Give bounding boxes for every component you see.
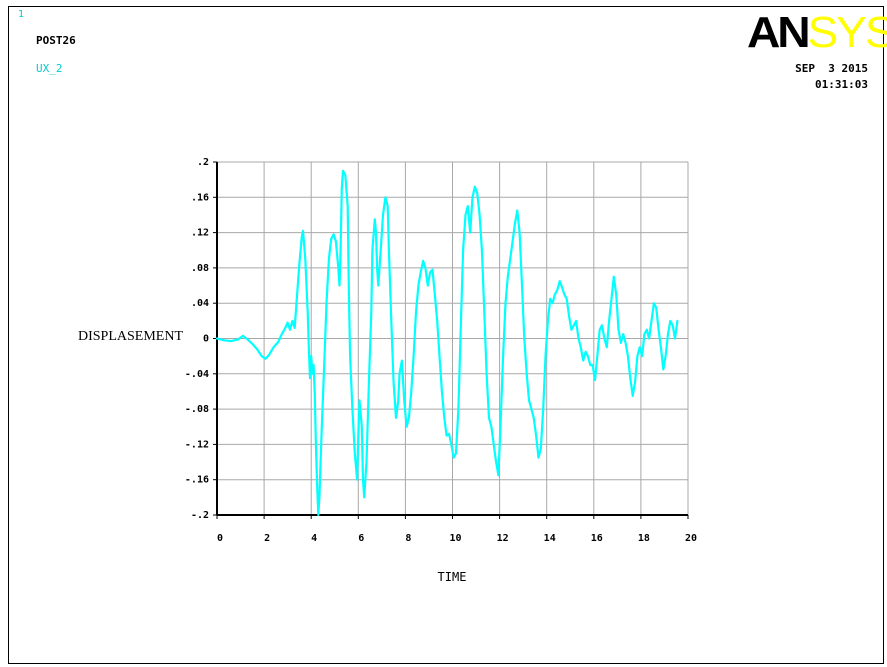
y-tick-label: -.08 [185, 404, 209, 415]
date-label: SEP 3 2015 [795, 62, 868, 75]
y-tick-label: 0 [203, 334, 209, 345]
chart-tick-labels: 0 2 4 6 8 10 12 14 16 18 20 .2 .16 .12 .08 .04 0 -.04 -.08… [185, 157, 697, 544]
x-tick-label: 12 [497, 533, 509, 544]
variable-label: UX_2 [36, 62, 63, 75]
time-label: 01:31:03 [815, 78, 868, 91]
graphics-window: 1 POST26 UX_2 ANSYS SEP 3 2015 01:31:03 [8, 6, 887, 664]
window-number: 1 [18, 9, 25, 20]
x-tick-label: 20 [685, 533, 697, 544]
ansys-logo: ANSYS [747, 11, 887, 55]
y-tick-label: .16 [191, 192, 209, 203]
y-tick-label: -.2 [191, 510, 209, 521]
x-tick-label: 8 [405, 533, 411, 544]
y-tick-label: .2 [197, 157, 209, 168]
post-processor-label: POST26 [36, 34, 76, 47]
chart-grid [217, 161, 689, 515]
series-line-displacement [215, 169, 679, 517]
y-tick-label: .04 [191, 298, 209, 309]
x-tick-label: 2 [264, 533, 270, 544]
x-tick-label: 14 [544, 533, 556, 544]
logo-part-an: AN [747, 8, 811, 57]
y-tick-label: .08 [191, 263, 209, 274]
x-tick-label: 4 [311, 533, 317, 544]
x-tick-label: 6 [358, 533, 364, 544]
x-tick-label: 16 [591, 533, 603, 544]
chart-series [215, 169, 679, 517]
y-tick-label: .12 [191, 228, 209, 239]
x-tick-label: 10 [449, 533, 461, 544]
x-tick-label: 0 [217, 533, 223, 544]
x-tick-label: 18 [638, 533, 650, 544]
x-axis-title: TIME [438, 570, 467, 584]
y-tick-label: -.12 [185, 439, 209, 450]
chart-axes [213, 161, 689, 519]
y-tick-label: -.16 [185, 475, 209, 486]
logo-part-sys: SYS [807, 8, 887, 57]
y-axis-title: DISPLASEMENT [78, 329, 183, 344]
y-tick-label: -.04 [185, 369, 209, 380]
